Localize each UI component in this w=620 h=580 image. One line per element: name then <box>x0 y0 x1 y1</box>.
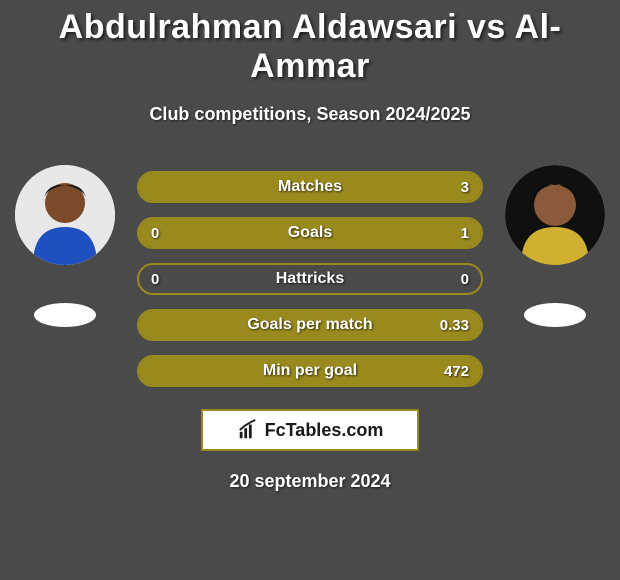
brand-label: FcTables.com <box>265 420 384 441</box>
date-label: 20 september 2024 <box>0 471 620 492</box>
avatar-placeholder-icon <box>505 165 605 265</box>
player-left-column <box>13 165 117 327</box>
content-row: Matches30Goals10Hattricks0Goals per matc… <box>0 165 620 387</box>
chart-icon <box>237 419 259 441</box>
stat-row: Goals per match0.33 <box>137 309 483 341</box>
stat-row: 0Goals1 <box>137 217 483 249</box>
comparison-card: Abdulrahman Aldawsari vs Al-Ammar Club c… <box>0 0 620 492</box>
player-left-avatar <box>15 165 115 265</box>
stat-row: Min per goal472 <box>137 355 483 387</box>
stat-value-right: 3 <box>461 179 469 196</box>
stat-label: Min per goal <box>139 362 481 380</box>
page-title: Abdulrahman Aldawsari vs Al-Ammar <box>0 8 620 86</box>
stat-row: 0Hattricks0 <box>137 263 483 295</box>
player-right-flag <box>524 303 586 327</box>
stats-list: Matches30Goals10Hattricks0Goals per matc… <box>137 165 483 387</box>
stat-value-right: 0.33 <box>440 317 469 334</box>
stat-value-right: 0 <box>461 271 469 288</box>
stat-value-right: 1 <box>461 225 469 242</box>
stat-label: Goals per match <box>139 316 481 334</box>
player-left-flag <box>34 303 96 327</box>
player-right-avatar <box>505 165 605 265</box>
avatar-placeholder-icon <box>15 165 115 265</box>
stat-label: Hattricks <box>139 270 481 288</box>
stat-row: Matches3 <box>137 171 483 203</box>
brand-box[interactable]: FcTables.com <box>201 409 419 451</box>
stat-label: Goals <box>139 224 481 242</box>
stat-label: Matches <box>139 178 481 196</box>
subtitle: Club competitions, Season 2024/2025 <box>0 104 620 125</box>
player-right-column <box>503 165 607 327</box>
stat-value-right: 472 <box>444 363 469 380</box>
